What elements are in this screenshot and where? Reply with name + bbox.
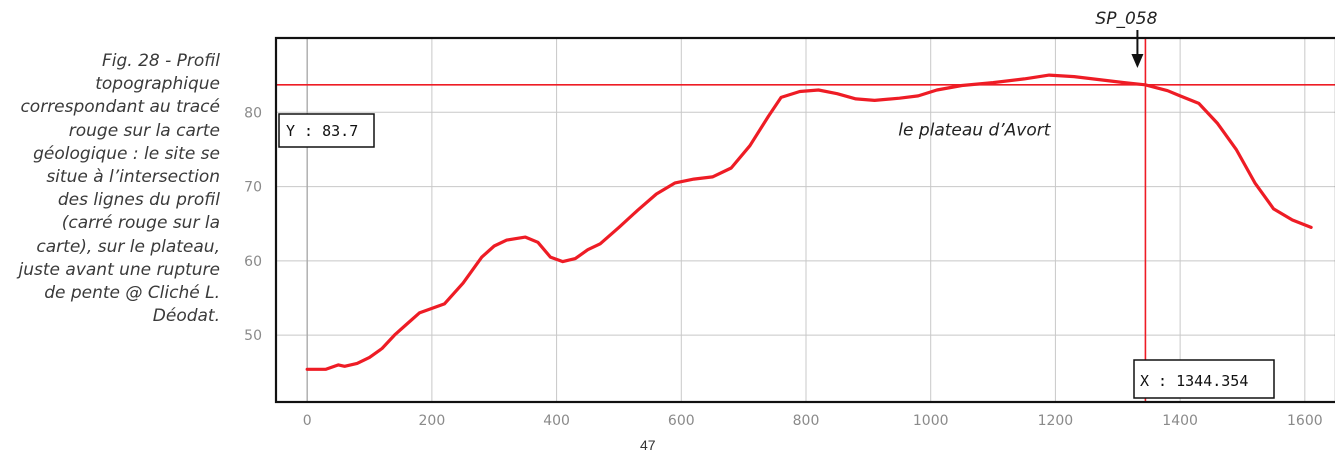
x-tick-label: 1000 (913, 413, 949, 429)
annotation-label: SP_058 (1095, 9, 1157, 29)
y-tick-label: 60 (244, 254, 262, 270)
x-tick-label: 200 (419, 413, 446, 429)
series-layer (305, 73, 1313, 371)
x-tick-label: 400 (543, 413, 570, 429)
page-number: 47 (640, 437, 656, 453)
y-readout-text: Y : 83.7 (286, 122, 358, 140)
profile-line (305, 73, 1313, 371)
x-readout-text: X : 1344.354 (1140, 372, 1248, 390)
x-tick-label: 0 (303, 413, 312, 429)
y-tick-label: 70 (244, 180, 262, 196)
arrow-head (1131, 54, 1144, 68)
x-readout-box: X : 1344.354 (1133, 359, 1275, 399)
x-tick-label: 600 (668, 413, 695, 429)
x-tick-label: 1600 (1287, 413, 1323, 429)
grid (276, 38, 1335, 402)
plot-frame (274, 36, 1335, 404)
x-tick-label: 1200 (1038, 413, 1074, 429)
y-tick-label: 50 (244, 328, 262, 344)
x-tick-label: 800 (793, 413, 820, 429)
crosshair (276, 38, 1335, 402)
annotation-label: le plateau d’Avort (898, 120, 1052, 140)
x-tick-label: 1400 (1162, 413, 1198, 429)
y-readout-box: Y : 83.7 (278, 113, 375, 148)
y-tick-label: 80 (244, 105, 262, 121)
figure-caption: Fig. 28 - Profil topographique correspon… (18, 51, 220, 327)
